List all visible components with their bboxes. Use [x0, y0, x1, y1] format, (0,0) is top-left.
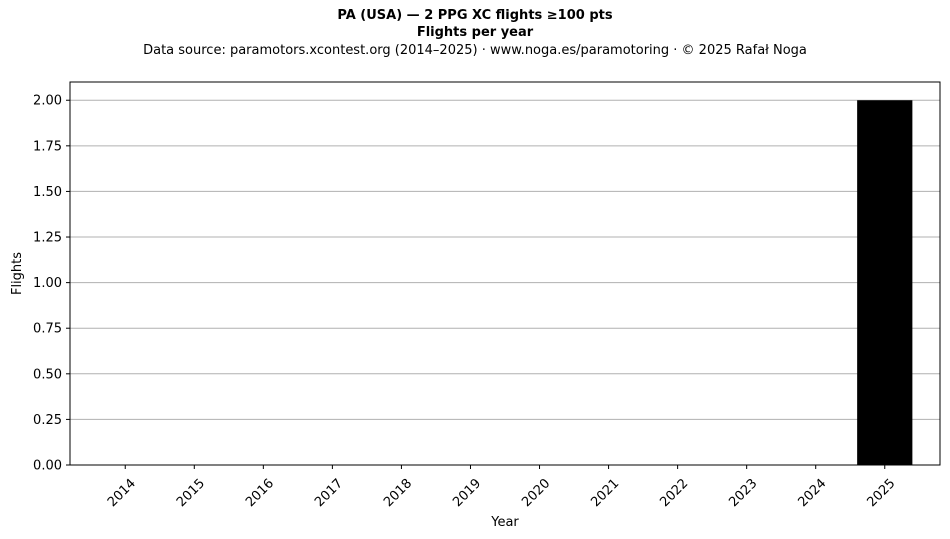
y-tick-label: 0.50 — [33, 367, 62, 382]
y-tick-label: 1.50 — [33, 185, 62, 200]
chart-subtitle: Flights per year — [416, 25, 534, 40]
y-tick-label: 2.00 — [33, 94, 62, 109]
bars — [857, 100, 913, 465]
plot-frame — [69, 81, 941, 466]
x-tick-label: 2021 — [588, 476, 622, 510]
chart-title: PA (USA) — 2 PPG XC flights ≥100 pts — [337, 8, 613, 23]
y-tick-label: 0.75 — [33, 322, 62, 337]
x-tick-label: 2025 — [864, 476, 898, 510]
x-axis: 2014 2015 2016 2017 2018 2019 2020 2021 2022 2023… — [105, 465, 898, 510]
y-tick-label: 0.25 — [33, 413, 62, 428]
x-tick-label: 2016 — [243, 476, 277, 510]
chart-source-note: Data source: paramotors.xcontest.org (20… — [143, 43, 807, 58]
x-tick-label: 2018 — [381, 476, 415, 510]
y-gridlines — [70, 99, 940, 466]
y-tick-label: 0.00 — [33, 459, 62, 474]
y-tick-label: 1.25 — [33, 231, 62, 246]
x-tick-label: 2022 — [657, 476, 691, 510]
x-tick-label: 2019 — [450, 476, 484, 510]
x-tick-label: 2020 — [519, 476, 553, 510]
y-tick-label: 1.00 — [33, 276, 62, 291]
x-tick-label: 2023 — [726, 476, 760, 510]
x-tick-label: 2024 — [795, 476, 829, 510]
x-axis-label: Year — [490, 515, 519, 530]
x-tick-label: 2017 — [312, 476, 346, 510]
y-axis: 0.00 0.25 0.50 0.75 1.00 1.25 1.50 1.75 2.00 — [33, 94, 70, 474]
x-tick-label: 2014 — [105, 476, 139, 510]
y-axis-label: Flights — [10, 252, 25, 295]
y-tick-label: 1.75 — [33, 139, 62, 154]
bar-2025 — [857, 100, 913, 465]
x-tick-label: 2015 — [174, 476, 208, 510]
